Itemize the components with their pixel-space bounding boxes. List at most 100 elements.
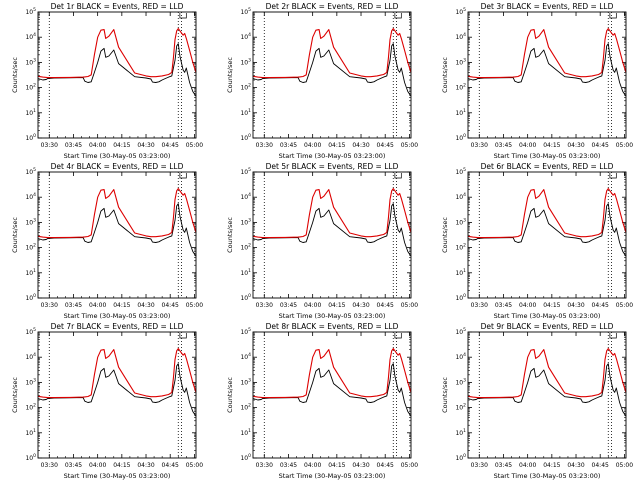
x-tick-label: 04:15 xyxy=(113,302,130,309)
y-tick-label: 103 xyxy=(25,57,36,66)
interval-bracket xyxy=(394,13,402,19)
x-axis-label: Start Time (30-May-05 03:23:00) xyxy=(279,312,386,320)
series-lld-line xyxy=(37,348,197,399)
series-events-line xyxy=(37,203,197,257)
x-tick-label: 04:45 xyxy=(377,462,394,469)
x-axis-label: Start Time (30-May-05 03:23:00) xyxy=(64,312,171,320)
chart-panel-8: Det 8r BLACK = Events, RED = LLD Counts/s… xyxy=(226,322,418,480)
x-tick-label: 03:30 xyxy=(256,302,273,309)
y-tick-label: 101 xyxy=(455,428,466,437)
x-tick-label: 04:00 xyxy=(89,142,106,149)
x-tick-label: 03:30 xyxy=(41,462,58,469)
x-tick-label: 04:00 xyxy=(519,142,536,149)
x-tick-label: 04:45 xyxy=(377,142,394,149)
y-tick-label: 101 xyxy=(455,108,466,117)
chart-panel-3: Det 3r BLACK = Events, RED = LLD Counts/s… xyxy=(441,2,633,160)
x-tick-label: 05:00 xyxy=(616,142,633,149)
x-tick-label: 05:00 xyxy=(186,462,203,469)
y-tick-label: 104 xyxy=(240,192,251,201)
x-tick-label: 03:30 xyxy=(471,462,488,469)
x-tick-label: 03:45 xyxy=(65,142,82,149)
y-tick-label: 101 xyxy=(25,268,36,277)
x-tick-label: 03:30 xyxy=(41,302,58,309)
chart-title: Det 8r BLACK = Events, RED = LLD xyxy=(266,322,399,331)
x-tick-label: 04:15 xyxy=(543,462,560,469)
y-tick-label: 104 xyxy=(455,352,466,361)
x-tick-label: 05:00 xyxy=(186,302,203,309)
x-tick-label: 04:00 xyxy=(304,462,321,469)
x-tick-label: 04:45 xyxy=(162,302,179,309)
y-tick-label: 100 xyxy=(240,293,251,302)
y-tick-label: 100 xyxy=(25,293,36,302)
y-tick-label: 104 xyxy=(240,32,251,41)
y-tick-label: 102 xyxy=(455,243,466,252)
chart-panel-4: Det 4r BLACK = Events, RED = LLD Counts/s… xyxy=(11,162,203,320)
series-events-line xyxy=(252,43,412,97)
x-tick-label: 03:45 xyxy=(280,142,297,149)
x-tick-label: 04:30 xyxy=(567,302,584,309)
interval-bracket xyxy=(179,13,187,19)
x-tick-label: 04:15 xyxy=(543,142,560,149)
y-tick-label: 104 xyxy=(25,192,36,201)
x-tick-label: 05:00 xyxy=(401,302,418,309)
chart-panel-1: Det 1r BLACK = Events, RED = LLD Counts/s… xyxy=(11,2,203,160)
y-tick-label: 102 xyxy=(25,243,36,252)
y-tick-label: 105 xyxy=(25,7,36,16)
x-tick-label: 03:45 xyxy=(280,302,297,309)
y-tick-label: 100 xyxy=(455,133,466,142)
series-events-line xyxy=(467,43,627,97)
y-tick-label: 100 xyxy=(25,133,36,142)
y-tick-label: 100 xyxy=(240,453,251,462)
y-tick-label: 102 xyxy=(240,83,251,92)
series-events-line xyxy=(37,363,197,417)
y-axis-label: Counts/sec xyxy=(11,217,19,253)
x-tick-label: 04:00 xyxy=(519,302,536,309)
x-tick-label: 04:00 xyxy=(89,462,106,469)
x-tick-label: 03:45 xyxy=(280,462,297,469)
plot-frame xyxy=(467,171,627,299)
series-lld-line xyxy=(252,348,412,399)
y-tick-label: 104 xyxy=(455,192,466,201)
x-tick-label: 04:15 xyxy=(328,302,345,309)
x-tick-label: 03:45 xyxy=(495,142,512,149)
x-tick-label: 04:45 xyxy=(162,142,179,149)
y-tick-label: 105 xyxy=(240,7,251,16)
series-lld-line xyxy=(467,188,627,239)
interval-bracket xyxy=(394,333,402,339)
x-tick-label: 05:00 xyxy=(401,462,418,469)
x-tick-label: 03:30 xyxy=(471,302,488,309)
series-events-line xyxy=(467,203,627,257)
x-tick-label: 04:00 xyxy=(519,462,536,469)
y-tick-label: 103 xyxy=(240,377,251,386)
y-tick-label: 104 xyxy=(25,32,36,41)
series-lld-line xyxy=(37,188,197,239)
x-tick-label: 05:00 xyxy=(186,142,203,149)
x-axis-label: Start Time (30-May-05 03:23:00) xyxy=(64,472,171,480)
x-tick-label: 04:45 xyxy=(592,142,609,149)
chart-panel-6: Det 6r BLACK = Events, RED = LLD Counts/s… xyxy=(441,162,633,320)
chart-title: Det 1r BLACK = Events, RED = LLD xyxy=(51,2,184,11)
y-tick-label: 105 xyxy=(455,327,466,336)
x-axis-label: Start Time (30-May-05 03:23:00) xyxy=(494,152,601,160)
plot-frame xyxy=(252,331,412,459)
y-tick-label: 103 xyxy=(455,57,466,66)
x-tick-label: 03:30 xyxy=(256,462,273,469)
series-lld-line xyxy=(252,188,412,239)
y-tick-label: 101 xyxy=(455,268,466,277)
x-tick-label: 04:30 xyxy=(137,302,154,309)
x-tick-label: 04:15 xyxy=(113,462,130,469)
x-axis-label: Start Time (30-May-05 03:23:00) xyxy=(64,152,171,160)
y-tick-label: 102 xyxy=(240,243,251,252)
x-tick-label: 03:30 xyxy=(41,142,58,149)
y-axis-label: Counts/sec xyxy=(226,217,234,253)
x-tick-label: 03:45 xyxy=(65,462,82,469)
y-tick-label: 105 xyxy=(240,327,251,336)
y-tick-label: 104 xyxy=(455,32,466,41)
interval-bracket xyxy=(394,173,402,179)
y-tick-label: 103 xyxy=(25,377,36,386)
y-tick-label: 103 xyxy=(240,57,251,66)
x-axis-label: Start Time (30-May-05 03:23:00) xyxy=(279,152,386,160)
y-tick-label: 102 xyxy=(240,403,251,412)
x-tick-label: 03:30 xyxy=(471,142,488,149)
